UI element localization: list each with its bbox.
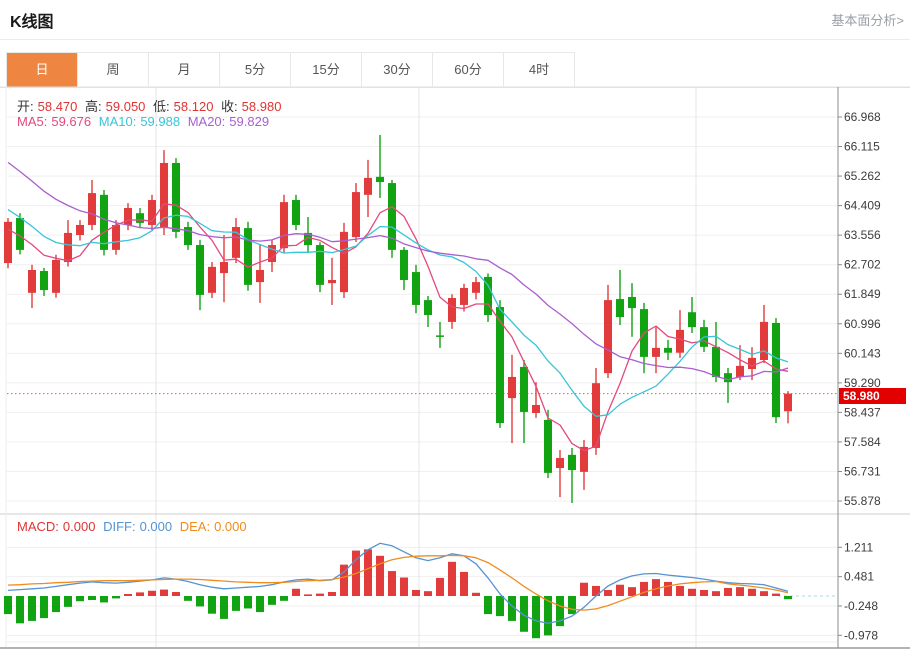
svg-text:58.437: 58.437 <box>844 405 881 419</box>
svg-text:65.262: 65.262 <box>844 169 881 183</box>
tab-4时[interactable]: 4时 <box>504 53 575 87</box>
high-value: 59.050 <box>105 99 146 114</box>
close-value: 58.980 <box>241 99 282 114</box>
svg-text:-0.248: -0.248 <box>844 599 878 613</box>
tab-周[interactable]: 周 <box>78 53 149 87</box>
svg-text:66.968: 66.968 <box>844 110 881 124</box>
ohlc-row: 开: 58.470 高: 59.050 低: 58.120 收: 58.980 <box>17 96 285 115</box>
tab-月[interactable]: 月 <box>149 53 220 87</box>
svg-text:0.481: 0.481 <box>844 570 874 584</box>
ma5-value: 59.676 <box>51 114 92 129</box>
tab-15分[interactable]: 15分 <box>291 53 362 87</box>
diff-value: 0.000 <box>139 519 173 534</box>
open-label: 开: <box>17 99 34 114</box>
svg-text:59.290: 59.290 <box>844 376 881 390</box>
low-value: 58.120 <box>173 99 214 114</box>
tab-日[interactable]: 日 <box>7 53 78 87</box>
current-price-badge: 58.980 <box>839 388 906 404</box>
tab-5分[interactable]: 5分 <box>220 53 291 87</box>
close-label: 收: <box>221 99 238 114</box>
low-label: 低: <box>153 99 170 114</box>
diff-label: DIFF: <box>103 519 136 534</box>
svg-text:63.556: 63.556 <box>844 228 881 242</box>
fundamental-analysis-link[interactable]: 基本面分析> <box>831 13 904 28</box>
dea-label: DEA: <box>179 519 211 534</box>
svg-text:55.878: 55.878 <box>844 494 881 508</box>
title-divider <box>0 39 910 40</box>
ma5-label: MA5: <box>17 114 48 129</box>
ma10-value: 59.988 <box>140 114 181 129</box>
svg-text:60.143: 60.143 <box>844 346 881 360</box>
dea-value: 0.000 <box>214 519 247 534</box>
svg-text:1.211: 1.211 <box>844 540 873 554</box>
high-label: 高: <box>85 99 102 114</box>
svg-text:64.409: 64.409 <box>844 199 881 213</box>
open-value: 58.470 <box>37 99 78 114</box>
ma-row: MA5: 59.676 MA10: 59.988 MA20: 59.829 <box>17 114 273 129</box>
svg-text:66.115: 66.115 <box>844 140 880 154</box>
svg-text:57.584: 57.584 <box>844 435 881 449</box>
ma20-label: MA20: <box>187 114 226 129</box>
svg-text:60.996: 60.996 <box>844 317 881 331</box>
macd-value: 0.000 <box>62 519 96 534</box>
page-title: K线图 <box>10 14 54 31</box>
tab-30分[interactable]: 30分 <box>362 53 433 87</box>
svg-text:56.731: 56.731 <box>844 464 881 478</box>
svg-text:62.702: 62.702 <box>844 258 881 272</box>
svg-text:-0.978: -0.978 <box>844 628 878 642</box>
ma20-value: 59.829 <box>229 114 270 129</box>
macd-header-row: MACD: 0.000 DIFF: 0.000 DEA: 0.000 <box>17 519 251 534</box>
tab-60分[interactable]: 60分 <box>433 53 504 87</box>
timeframe-tabbar: 日周月 5分 15分 30分 60分 4时 <box>6 52 575 87</box>
ma10-label: MA10: <box>98 114 137 129</box>
svg-text:61.849: 61.849 <box>844 287 881 301</box>
macd-label: MACD: <box>17 519 59 534</box>
